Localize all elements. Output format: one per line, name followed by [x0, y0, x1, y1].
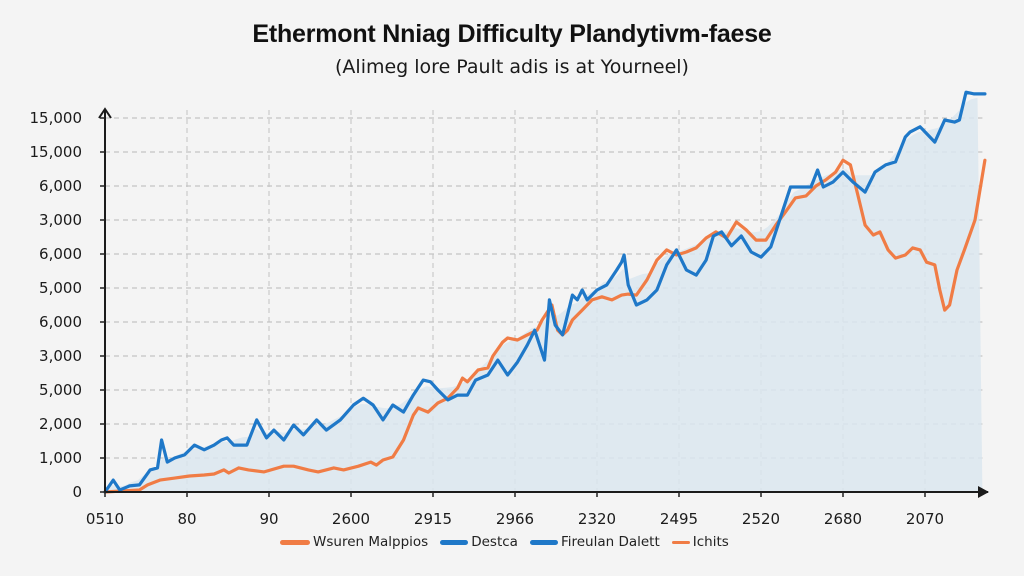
- legend-item: Fireulan Dalett: [529, 534, 660, 550]
- axes: [98, 107, 989, 498]
- y-tick-label: 15,000: [30, 109, 83, 127]
- x-tick-label: 80: [177, 510, 196, 528]
- chart-title: Ethermont Nniag Difficulty Plandytivm-fa…: [252, 20, 772, 48]
- x-tick-label: 2520: [742, 510, 780, 528]
- y-tick-label: 2,000: [39, 415, 82, 433]
- legend-item: Destca: [440, 534, 518, 550]
- y-axis-ticks: 0 1,000 2,000 5,000 3,000 6,000 5,000 6,000 3,00…: [30, 109, 105, 501]
- legend-label: Ichits: [692, 534, 729, 550]
- y-tick-label: 3,000: [39, 211, 82, 229]
- x-axis-arrow-icon: [978, 486, 989, 498]
- y-tick-label: 5,000: [39, 279, 82, 297]
- legend-swatch: [671, 540, 690, 544]
- series-line-wsuren-malppios: [103, 158, 987, 494]
- series-lines: [103, 90, 987, 494]
- x-tick-label: 2680: [824, 510, 862, 528]
- y-tick-label: 15,000: [30, 143, 83, 161]
- legend: Wsuren Malppios Destca Fireulan Dalett I…: [280, 534, 735, 550]
- legend-swatch: [529, 539, 558, 545]
- y-tick-label: 3,000: [39, 347, 82, 365]
- x-tick-label: 2070: [906, 510, 944, 528]
- x-tick-label: 2600: [332, 510, 370, 528]
- legend-swatch: [440, 539, 469, 545]
- y-tick-label: 0: [72, 483, 82, 501]
- x-tick-label: 2320: [578, 510, 616, 528]
- legend-label: Destca: [471, 534, 518, 550]
- x-tick-label: 0510: [86, 510, 124, 528]
- y-tick-label: 5,000: [39, 381, 82, 399]
- legend-label: Fireulan Dalett: [560, 534, 660, 550]
- y-tick-label: 6,000: [39, 177, 82, 195]
- legend-swatch: [280, 539, 310, 545]
- legend-label: Wsuren Malppios: [313, 534, 429, 550]
- y-tick-label: 1,000: [39, 449, 82, 467]
- y-tick-label: 6,000: [39, 313, 82, 331]
- series-line-destca: [103, 90, 987, 494]
- area-fill-layer: [105, 97, 983, 493]
- y-tick-label: 6,000: [39, 245, 82, 263]
- x-tick-label: 2966: [496, 510, 534, 528]
- legend-item: Ichits: [671, 534, 729, 550]
- area-fill: [105, 97, 983, 493]
- legend-item: Wsuren Malppios: [280, 534, 428, 550]
- chart-subtitle: (Alimeg lore Pault adis is at Yourneel): [335, 56, 689, 78]
- x-axis-ticks: 0510 80 90 2600 2915 2966 2320 2495 2520 2680 2070: [86, 492, 944, 528]
- x-tick-label: 90: [259, 510, 278, 528]
- x-tick-label: 2495: [660, 510, 698, 528]
- y-axis-arrow-icon: [98, 107, 112, 119]
- x-tick-label: 2915: [414, 510, 452, 528]
